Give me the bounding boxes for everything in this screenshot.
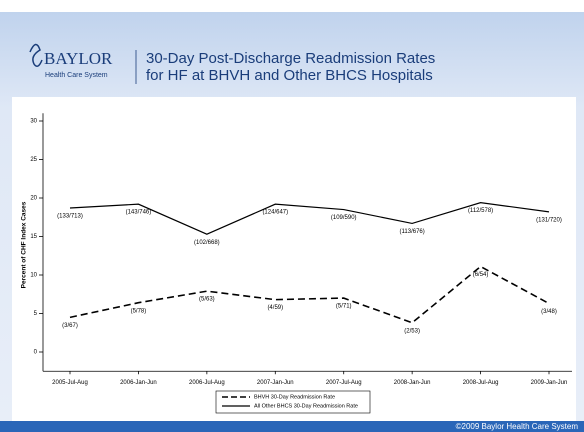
- logo-sub: Health Care System: [45, 72, 108, 79]
- point-label: (5/78): [131, 308, 147, 314]
- point-label: (113/676): [400, 229, 425, 235]
- x-tick-label: 2009-Jan-Jun: [531, 380, 568, 386]
- y-tick-label: 0: [34, 350, 38, 356]
- y-tick-label: 30: [30, 119, 37, 125]
- point-label: (133/713): [57, 214, 83, 220]
- point-label: (109/590): [331, 215, 357, 221]
- x-tick-label: 2008-Jan-Jun: [394, 380, 431, 386]
- x-tick-label: 2007-Jan-Jun: [257, 380, 294, 386]
- legend-box: [215, 390, 371, 414]
- title-line: for HF at BHVH and Other BHCS Hospitals: [146, 67, 433, 84]
- point-label: (3/48): [541, 309, 557, 315]
- x-tick-label: 2005-Jul-Aug: [52, 380, 88, 386]
- footer-bar: [0, 421, 584, 432]
- series-line: [69, 265, 550, 324]
- y-tick-label: 5: [34, 311, 38, 317]
- point-label: (124/647): [262, 210, 288, 216]
- series-line: [69, 202, 550, 235]
- y-tick-label: 25: [30, 157, 37, 163]
- chart-panel: [12, 97, 576, 421]
- logo: BAYLOR: [44, 49, 113, 68]
- y-tick-label: 20: [30, 196, 37, 202]
- logo-icon: [29, 43, 43, 67]
- y-tick-label: 15: [30, 234, 37, 240]
- x-tick-label: 2006-Jul-Aug: [189, 380, 225, 386]
- point-label: (3/67): [62, 323, 78, 329]
- point-label: (6/54): [473, 272, 489, 278]
- x-tick-label: 2008-Jul-Aug: [463, 380, 499, 386]
- y-tick-label: 10: [30, 273, 37, 279]
- title-line: 30-Day Post-Discharge Readmission Rates: [146, 50, 435, 67]
- point-label: (2/53): [404, 328, 420, 334]
- top-band: [0, 0, 584, 12]
- legend-label: All Other BHCS 30-Day Readmission Rate: [254, 403, 358, 409]
- point-label: (112/578): [468, 208, 493, 214]
- footer: ©2009 Baylor Health Care System: [456, 422, 579, 431]
- point-label: (143/746): [126, 210, 152, 216]
- point-label: (102/668): [194, 240, 220, 246]
- point-label: (5/63): [199, 297, 215, 303]
- y-axis-label: Percent of CHF Index Cases: [21, 201, 28, 288]
- point-label: (5/71): [336, 304, 352, 310]
- point-label: (4/59): [267, 305, 283, 311]
- legend-label: BHVH 30-Day Readmission Rate: [254, 394, 335, 400]
- x-tick-label: 2006-Jan-Jun: [120, 380, 157, 386]
- point-label: (131/720): [536, 217, 562, 223]
- x-tick-label: 2007-Jul-Aug: [326, 380, 362, 386]
